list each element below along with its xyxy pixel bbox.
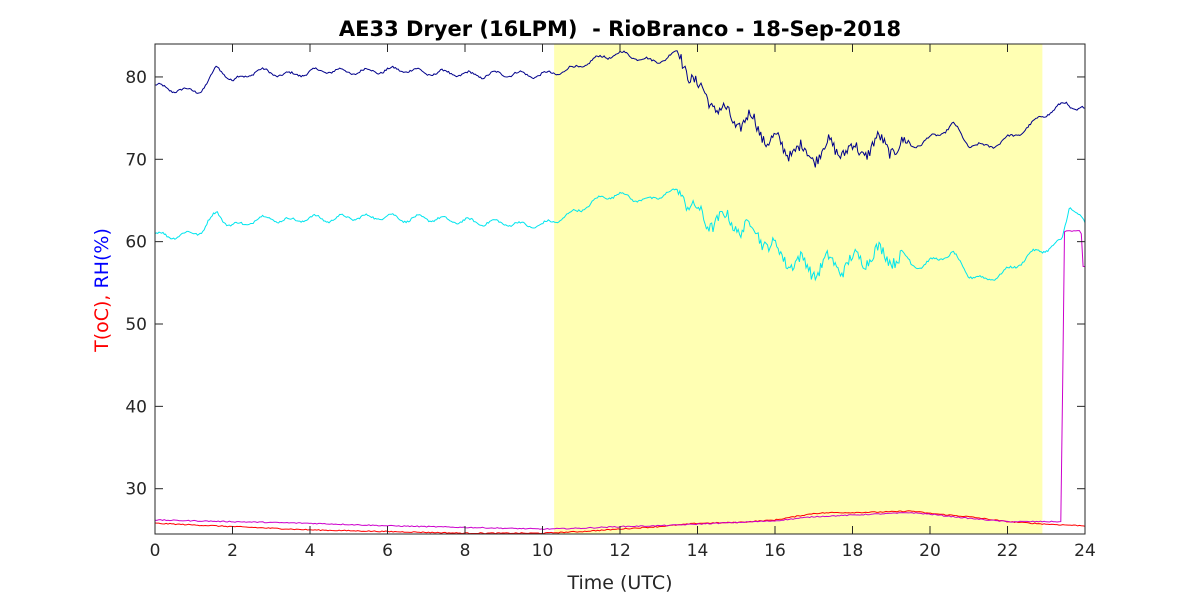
x-tick-label: 14 [687, 541, 709, 561]
y-axis-label-part-1: T(oC), [91, 288, 113, 352]
x-tick-label: 18 [842, 541, 864, 561]
x-tick-label: 12 [609, 541, 631, 561]
y-axis-label-part-2: RH(%) [91, 228, 113, 288]
x-tick-label: 20 [919, 541, 941, 561]
y-tick-label: 60 [125, 233, 147, 253]
x-tick-label: 16 [764, 541, 786, 561]
y-axis: 30 40 50 60 70 80 [125, 68, 1085, 500]
y-tick-label: 50 [125, 315, 147, 335]
x-tick-label: 4 [305, 541, 316, 561]
x-tick-label: 22 [997, 541, 1019, 561]
x-tick-label: 10 [532, 541, 554, 561]
x-tick-label: 6 [382, 541, 393, 561]
y-axis-label: T(oC), RH(%) [91, 228, 113, 353]
chart-title: AE33 Dryer (16LPM) - RioBranco - 18-Sep-… [339, 17, 901, 41]
highlighted-time-span [554, 44, 1043, 534]
series-line-2 [154, 188, 1086, 282]
y-tick-label: 30 [125, 480, 147, 500]
y-tick-label: 40 [125, 397, 147, 417]
x-axis-label: Time (UTC) [566, 572, 672, 594]
x-axis: 0 2 4 6 8 10 12 14 16 18 20 22 24 [150, 44, 1096, 561]
y-tick-label: 80 [125, 68, 147, 88]
y-tick-label: 70 [125, 150, 147, 170]
x-tick-label: 0 [150, 541, 161, 561]
x-tick-label: 8 [460, 541, 471, 561]
x-tick-label: 24 [1074, 541, 1096, 561]
x-tick-label: 2 [227, 541, 238, 561]
